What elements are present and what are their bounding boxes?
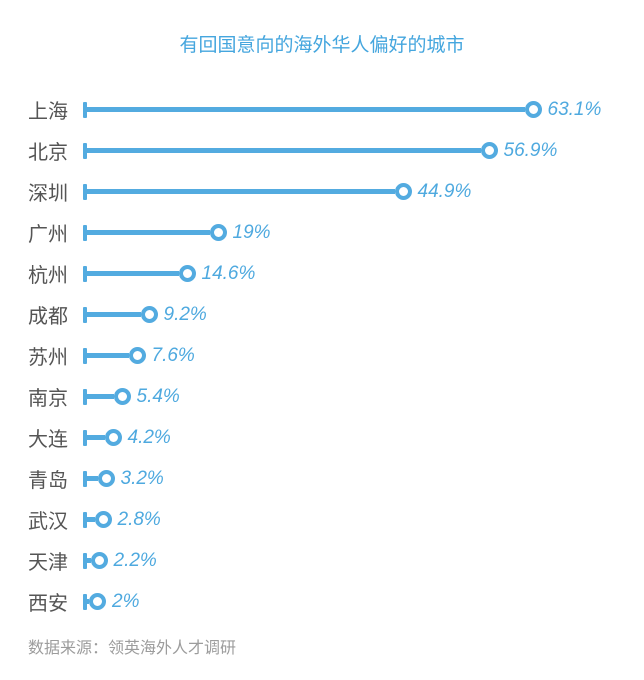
value-label: 3.2% <box>121 468 164 490</box>
value-label: 63.1% <box>548 99 602 121</box>
bar-area: 7.6% <box>83 335 616 376</box>
bar-area: 63.1% <box>83 89 616 130</box>
value-label: 4.2% <box>128 427 171 449</box>
bar-end-marker <box>129 347 146 364</box>
bar-end-marker <box>210 224 227 241</box>
category-label: 深圳 <box>28 177 83 206</box>
category-label: 广州 <box>28 218 83 247</box>
chart-row: 北京 56.9% <box>28 130 616 171</box>
value-label: 14.6% <box>202 263 256 285</box>
bar-end-marker <box>105 429 122 446</box>
bar-end-marker <box>179 265 196 282</box>
bar-area: 4.2% <box>83 417 616 458</box>
bar: 7.6% <box>83 347 195 365</box>
bar-area: 2% <box>83 581 616 622</box>
chart-row: 广州 19% <box>28 212 616 253</box>
chart-row: 大连 4.2% <box>28 417 616 458</box>
bar-line <box>87 353 129 358</box>
chart-rows: 上海 63.1% 北京 56.9% 深圳 44.9% 广州 19% 杭州 14.6% 成都 9.2% 苏… <box>28 89 616 622</box>
bar-area: 5.4% <box>83 376 616 417</box>
category-label: 天津 <box>28 546 83 575</box>
bar-area: 2.8% <box>83 499 616 540</box>
category-label: 武汉 <box>28 505 83 534</box>
bar-line <box>87 148 481 153</box>
value-label: 19% <box>233 222 271 244</box>
value-label: 56.9% <box>504 140 558 162</box>
value-label: 9.2% <box>164 304 207 326</box>
category-label: 上海 <box>28 95 83 124</box>
category-label: 北京 <box>28 136 83 165</box>
bar-area: 19% <box>83 212 616 253</box>
bar: 56.9% <box>83 142 557 160</box>
bar: 2% <box>83 593 139 611</box>
bar: 2.2% <box>83 552 157 570</box>
bar-line <box>87 189 395 194</box>
bar-line <box>87 435 105 440</box>
bar-end-marker <box>98 470 115 487</box>
bar-area: 2.2% <box>83 540 616 581</box>
bar-area: 56.9% <box>83 130 616 171</box>
category-label: 杭州 <box>28 259 83 288</box>
bar-area: 44.9% <box>83 171 616 212</box>
chart-row: 深圳 44.9% <box>28 171 616 212</box>
bar: 5.4% <box>83 388 180 406</box>
chart-row: 天津 2.2% <box>28 540 616 581</box>
value-label: 2.2% <box>114 550 157 572</box>
bar-end-marker <box>481 142 498 159</box>
chart-title: 有回国意向的海外华人偏好的城市 <box>28 30 616 57</box>
bar: 4.2% <box>83 429 171 447</box>
bar-area: 3.2% <box>83 458 616 499</box>
chart-row: 成都 9.2% <box>28 294 616 335</box>
value-label: 44.9% <box>418 181 472 203</box>
bar: 14.6% <box>83 265 255 283</box>
bar-line <box>87 517 95 522</box>
bar-line <box>87 271 179 276</box>
bar-line <box>87 312 141 317</box>
bar-end-marker <box>114 388 131 405</box>
chart-container: 有回国意向的海外华人偏好的城市 上海 63.1% 北京 56.9% 深圳 44.9% 广州 1… <box>0 0 644 680</box>
bar-end-marker <box>91 552 108 569</box>
chart-row: 武汉 2.8% <box>28 499 616 540</box>
bar-line <box>87 230 210 235</box>
bar-area: 9.2% <box>83 294 616 335</box>
bar-end-marker <box>141 306 158 323</box>
category-label: 苏州 <box>28 341 83 370</box>
bar-end-marker <box>525 101 542 118</box>
category-label: 青岛 <box>28 464 83 493</box>
value-label: 2% <box>112 591 139 613</box>
value-label: 5.4% <box>137 386 180 408</box>
chart-row: 西安 2% <box>28 581 616 622</box>
bar: 63.1% <box>83 101 601 119</box>
bar: 9.2% <box>83 306 207 324</box>
chart-row: 杭州 14.6% <box>28 253 616 294</box>
bar-end-marker <box>89 593 106 610</box>
bar-line <box>87 476 98 481</box>
chart-row: 青岛 3.2% <box>28 458 616 499</box>
bar-line <box>87 558 91 563</box>
bar: 2.8% <box>83 511 161 529</box>
category-label: 南京 <box>28 382 83 411</box>
category-label: 西安 <box>28 587 83 616</box>
bar-line <box>87 394 114 399</box>
value-label: 2.8% <box>118 509 161 531</box>
bar: 3.2% <box>83 470 164 488</box>
category-label: 大连 <box>28 423 83 452</box>
bar-area: 14.6% <box>83 253 616 294</box>
category-label: 成都 <box>28 300 83 329</box>
bar: 19% <box>83 224 271 242</box>
bar-end-marker <box>95 511 112 528</box>
bar-line <box>87 107 525 112</box>
chart-row: 南京 5.4% <box>28 376 616 417</box>
bar-end-marker <box>395 183 412 200</box>
chart-row: 苏州 7.6% <box>28 335 616 376</box>
chart-row: 上海 63.1% <box>28 89 616 130</box>
value-label: 7.6% <box>152 345 195 367</box>
source-note: 数据来源：领英海外人才调研 <box>28 634 236 658</box>
bar: 44.9% <box>83 183 471 201</box>
